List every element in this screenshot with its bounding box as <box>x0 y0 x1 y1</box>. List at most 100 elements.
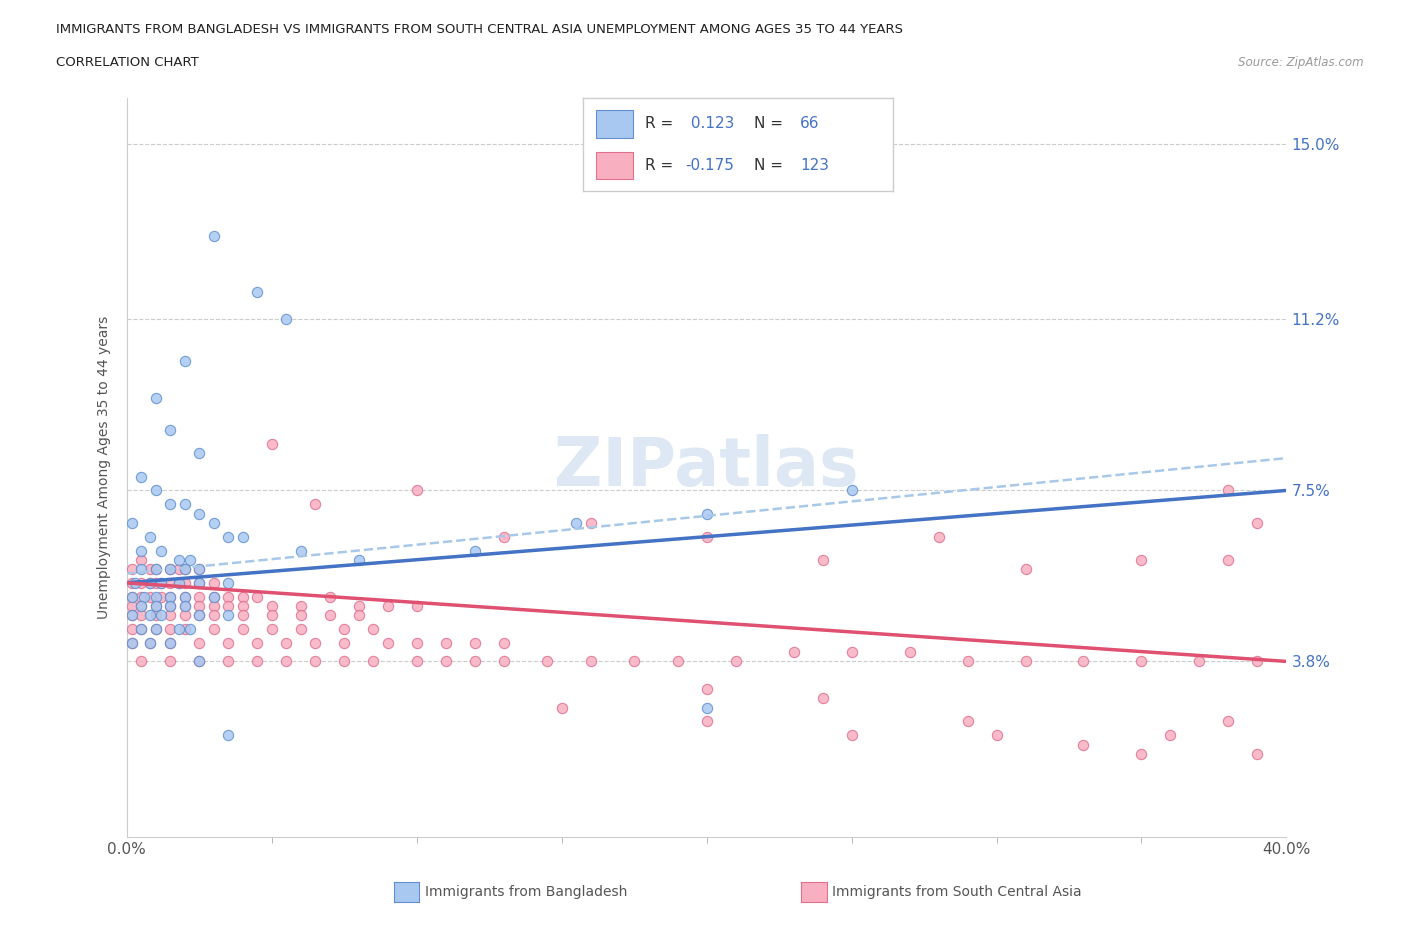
Point <box>188 446 211 461</box>
Point <box>124 576 146 591</box>
Point <box>167 552 190 567</box>
Point <box>173 562 195 577</box>
Point <box>159 599 181 614</box>
Point <box>304 635 326 650</box>
Point <box>405 483 427 498</box>
Point <box>623 654 645 669</box>
Point <box>434 635 457 650</box>
Point <box>260 608 283 623</box>
Point <box>188 635 211 650</box>
Point <box>1218 714 1240 729</box>
Point <box>159 635 181 650</box>
Point <box>173 590 195 604</box>
Point <box>290 599 312 614</box>
Y-axis label: Unemployment Among Ages 35 to 44 years: Unemployment Among Ages 35 to 44 years <box>97 315 111 619</box>
Point <box>145 562 167 577</box>
Point <box>167 621 190 636</box>
Point <box>121 608 143 623</box>
Point <box>173 590 195 604</box>
Point <box>1218 483 1240 498</box>
Point <box>928 529 950 544</box>
Point <box>217 576 239 591</box>
Point <box>695 682 717 697</box>
Point <box>138 562 160 577</box>
Point <box>150 608 173 623</box>
Point <box>492 529 515 544</box>
Text: N =: N = <box>754 116 787 131</box>
Point <box>1188 654 1211 669</box>
Point <box>811 552 834 567</box>
Point <box>129 599 152 614</box>
Point <box>159 576 181 591</box>
Point <box>129 590 152 604</box>
Point <box>129 576 152 591</box>
Point <box>217 608 239 623</box>
Point <box>333 621 356 636</box>
Point <box>129 621 152 636</box>
Point <box>841 483 863 498</box>
Point <box>188 599 211 614</box>
Point <box>167 576 190 591</box>
Point <box>121 599 143 614</box>
Point <box>361 654 384 669</box>
Point <box>333 635 356 650</box>
Point <box>202 590 225 604</box>
Point <box>1073 737 1095 752</box>
Point <box>150 576 173 591</box>
Point <box>173 497 195 512</box>
Point <box>145 576 167 591</box>
Point <box>1130 654 1153 669</box>
Text: 123: 123 <box>800 158 830 173</box>
Point <box>695 529 717 544</box>
Point <box>173 599 195 614</box>
Point <box>260 621 283 636</box>
Point <box>405 654 427 669</box>
Point <box>274 654 297 669</box>
Point <box>666 654 689 669</box>
Point <box>841 728 863 743</box>
Point <box>347 608 370 623</box>
Point <box>121 576 143 591</box>
Point <box>159 621 181 636</box>
Point <box>167 576 190 591</box>
Point <box>159 423 181 438</box>
Point <box>173 621 195 636</box>
Point <box>188 576 211 591</box>
Point <box>173 608 195 623</box>
Point <box>217 728 239 743</box>
Point <box>492 654 515 669</box>
Point <box>159 590 181 604</box>
Point <box>188 608 211 623</box>
Text: CORRELATION CHART: CORRELATION CHART <box>56 56 200 69</box>
Point <box>318 590 340 604</box>
Point <box>121 590 143 604</box>
Point <box>304 654 326 669</box>
Point <box>260 599 283 614</box>
Point <box>304 497 326 512</box>
Point <box>138 635 160 650</box>
Point <box>159 497 181 512</box>
Point <box>138 590 160 604</box>
Point <box>1014 654 1036 669</box>
Point <box>724 654 747 669</box>
Point <box>246 590 269 604</box>
Point <box>145 621 167 636</box>
Point <box>695 700 717 715</box>
Point <box>361 621 384 636</box>
Point <box>811 691 834 706</box>
Point <box>179 621 201 636</box>
Point <box>1218 552 1240 567</box>
Text: 66: 66 <box>800 116 820 131</box>
Point <box>138 576 160 591</box>
Point <box>202 229 225 244</box>
Point <box>347 599 370 614</box>
Text: ZIPatlas: ZIPatlas <box>554 434 859 500</box>
Point <box>841 644 863 659</box>
Point <box>167 562 190 577</box>
Point <box>217 590 239 604</box>
Point <box>121 635 143 650</box>
Point <box>129 608 152 623</box>
Point <box>202 608 225 623</box>
Point <box>145 590 167 604</box>
Point <box>145 562 167 577</box>
